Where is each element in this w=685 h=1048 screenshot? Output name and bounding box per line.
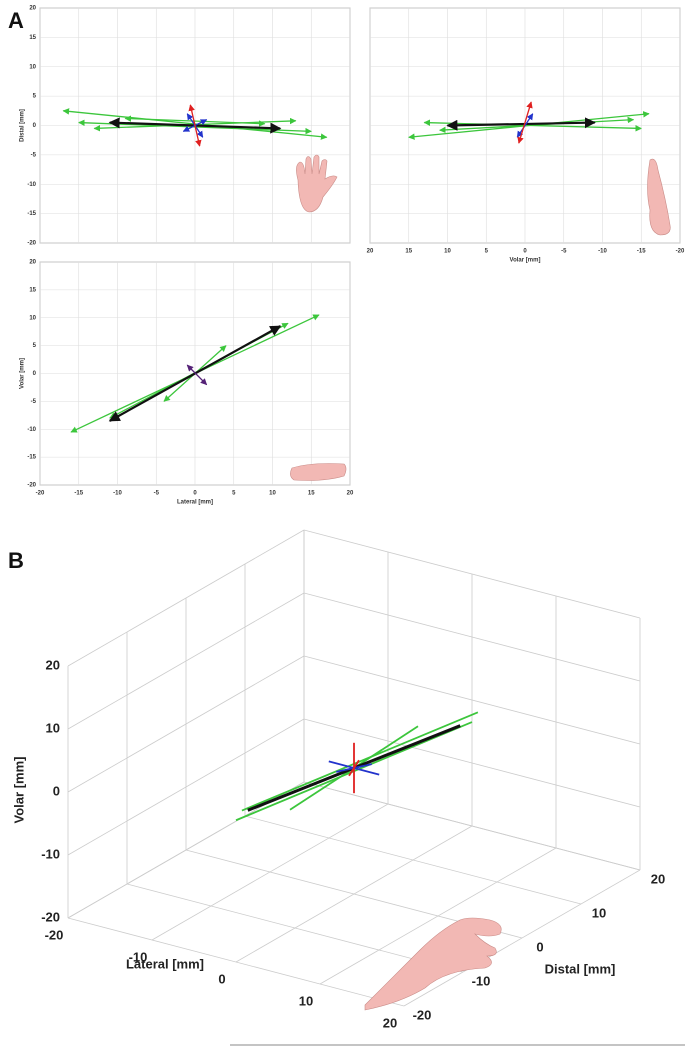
x-tick-label: 0 (218, 971, 225, 986)
grid-line (67, 917, 405, 1007)
x-tick-label: 10 (444, 249, 451, 255)
z-tick-label: 0 (53, 783, 60, 798)
y-tick-label: -5 (31, 152, 37, 158)
y-tick-label: 15 (29, 287, 36, 293)
grid-line (303, 529, 641, 619)
x-axis-label: Lateral [mm] (126, 956, 204, 971)
x-tick-label: 0 (193, 491, 197, 497)
y-tick-label: -10 (27, 427, 36, 433)
x-tick-label: 15 (405, 249, 412, 255)
y-tick-label: -15 (27, 455, 36, 461)
y-tick-label: 10 (592, 905, 606, 920)
y-tick-label: 0 (33, 371, 37, 377)
y-tick-label: 5 (33, 94, 37, 100)
grid-line (303, 781, 641, 871)
x-tick-label: -20 (36, 491, 45, 497)
x-tick-label: 20 (367, 249, 374, 255)
x-tick-label: -15 (637, 249, 646, 255)
x-tick-label: -20 (676, 249, 685, 255)
x-tick-label: 20 (383, 1015, 397, 1030)
y-tick-label: -20 (27, 241, 36, 247)
grid-line (67, 718, 305, 856)
x-tick-label: -15 (74, 491, 83, 497)
y-tick-label: 20 (651, 871, 665, 886)
z-tick-label: 20 (46, 657, 60, 672)
y-tick-label: 10 (29, 64, 36, 70)
vector (188, 104, 202, 147)
y-axis-label: Distal [mm] (545, 961, 616, 976)
vector (241, 711, 479, 812)
y-axis-label: Distal [mm] (20, 109, 26, 142)
y-tick-label: 20 (29, 260, 36, 266)
vector (348, 759, 360, 777)
x-tick-label: 5 (232, 491, 236, 497)
z-axis-label: Volar [mm] (11, 757, 26, 824)
y-tick-label: -10 (472, 973, 491, 988)
y-tick-label: -15 (27, 211, 36, 217)
grid-line (303, 655, 641, 745)
y-tick-label: -5 (31, 399, 37, 405)
z-tick-label: -20 (41, 909, 60, 924)
x-tick-label: -20 (45, 927, 64, 942)
grid-line (67, 592, 305, 730)
grid-line (303, 592, 641, 682)
x-tick-label: 10 (269, 491, 276, 497)
grid-line (67, 529, 305, 667)
x-tick-label: 10 (299, 993, 313, 1008)
y-tick-label: 0 (536, 939, 543, 954)
grid-line (126, 883, 464, 973)
y-tick-label: 0 (33, 123, 37, 129)
z-tick-label: 10 (46, 720, 60, 735)
y-tick-label: -20 (413, 1007, 432, 1022)
x-axis-label: Lateral [mm] (177, 500, 213, 506)
grid-line (303, 718, 641, 808)
grid-line (67, 655, 305, 793)
panel-label: B (8, 548, 24, 573)
panel-label: A (8, 8, 24, 33)
x-tick-label: 15 (308, 491, 315, 497)
y-tick-label: 10 (29, 315, 36, 321)
x-tick-label: -10 (113, 491, 122, 497)
y-tick-label: 5 (33, 343, 37, 349)
hand-icon (290, 154, 671, 1011)
y-tick-label: -20 (27, 483, 36, 489)
vector (517, 101, 533, 144)
y-axis-label: Volar [mm] (20, 358, 26, 389)
x-tick-label: 5 (485, 249, 489, 255)
z-tick-label: -10 (41, 846, 60, 861)
x-tick-label: -10 (129, 949, 148, 964)
x-tick-label: -5 (154, 491, 160, 497)
x-tick-label: -5 (561, 249, 567, 255)
x-tick-label: 20 (347, 491, 354, 497)
y-tick-label: 15 (29, 35, 36, 41)
grid-line (244, 815, 582, 905)
x-axis-label: Volar [mm] (510, 258, 541, 264)
y-tick-label: 20 (29, 6, 36, 12)
x-tick-label: 0 (523, 249, 527, 255)
y-tick-label: -10 (27, 182, 36, 188)
vector (186, 364, 208, 386)
x-tick-label: -10 (598, 249, 607, 255)
